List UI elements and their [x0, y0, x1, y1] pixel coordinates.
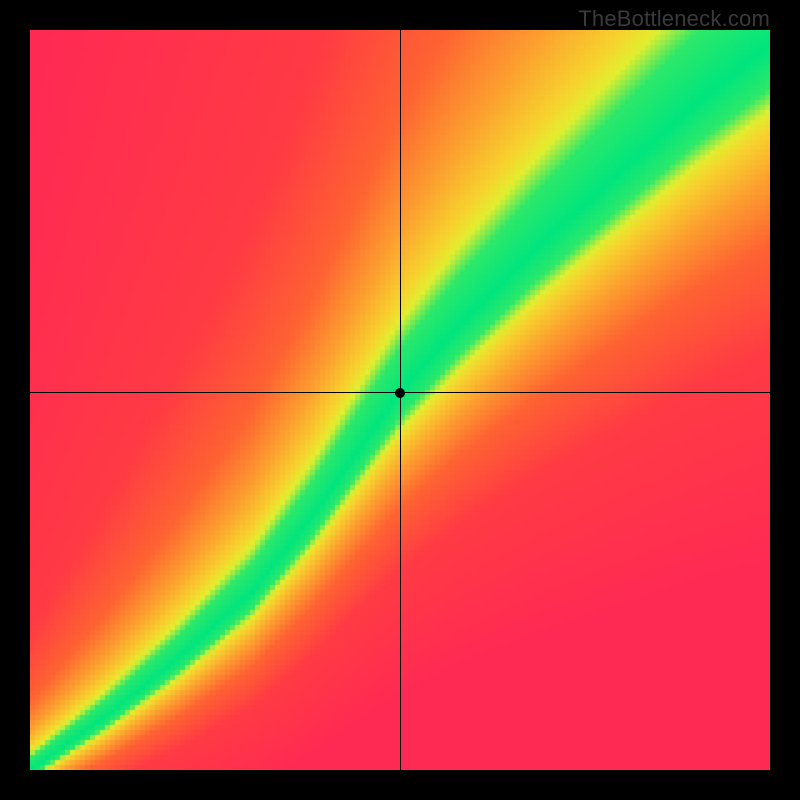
- heatmap-plot: [30, 30, 770, 770]
- watermark-label: TheBottleneck.com: [578, 6, 770, 32]
- crosshair-vertical: [400, 30, 401, 770]
- crosshair-marker[interactable]: [395, 388, 405, 398]
- chart-frame: TheBottleneck.com: [0, 0, 800, 800]
